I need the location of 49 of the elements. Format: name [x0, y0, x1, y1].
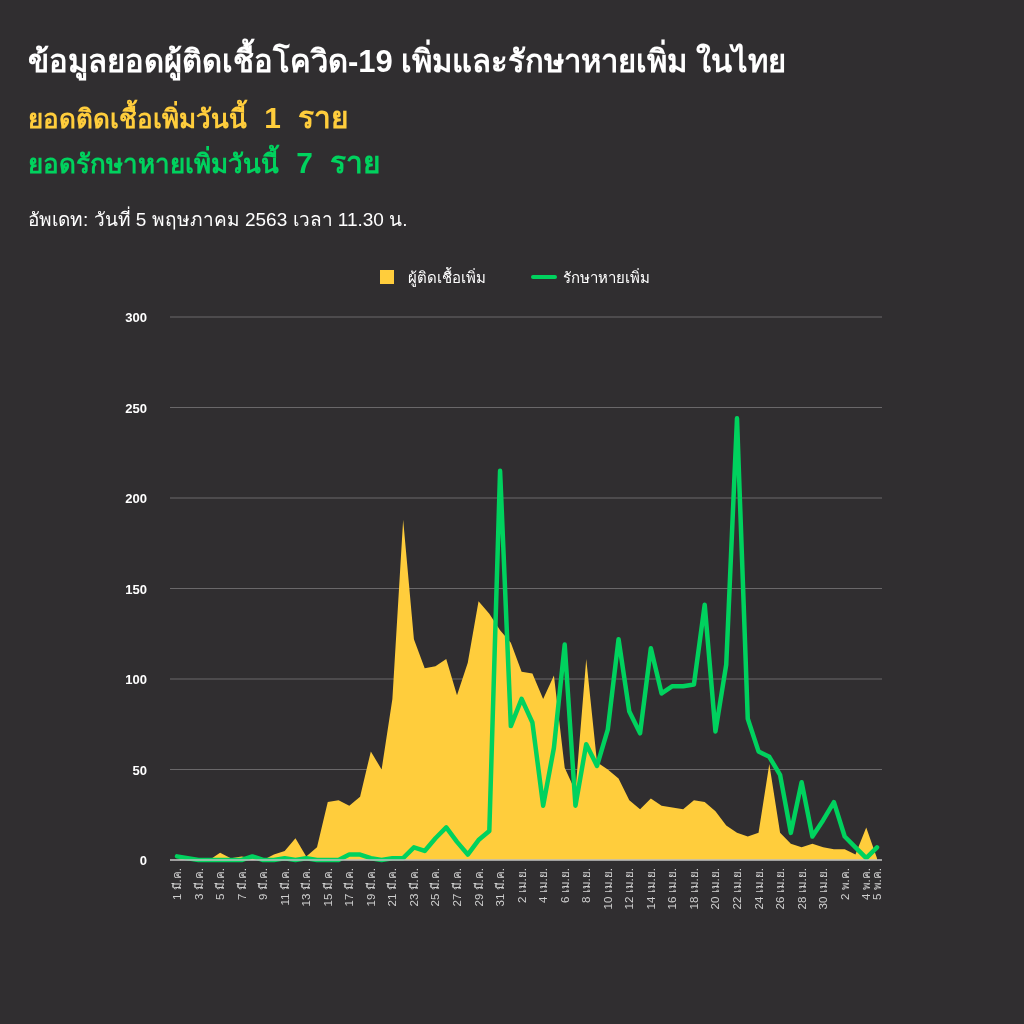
x-tick-label: 5 พ.ค. [871, 868, 883, 900]
x-tick-label: 7 มี.ค. [235, 868, 248, 900]
x-tick-label: 9 มี.ค. [257, 868, 270, 900]
x-tick-label: 6 เม.ย. [558, 868, 571, 903]
x-tick-label: 17 มี.ค. [343, 868, 356, 907]
x-tick-label: 22 เม.ย. [731, 868, 743, 910]
y-tick-label: 200 [125, 491, 147, 506]
x-tick-label: 28 เม.ย. [795, 868, 808, 910]
y-tick-label: 100 [125, 672, 147, 687]
x-tick-label: 21 มี.ค. [386, 868, 399, 907]
text: ยอดรักษาหายเพิ่มวันนี้ 7 ราย [28, 144, 382, 179]
legend-label: ผู้ติดเชื้อเพิ่ม [408, 267, 486, 287]
line-series [174, 416, 880, 863]
x-tick-label: 3 มี.ค. [192, 868, 205, 900]
x-tick-label: 18 เม.ย. [687, 868, 700, 910]
x-tick-label: 15 มี.ค. [321, 868, 334, 907]
chart-title: ข้อมูลยอดผู้ติดเชื้อโควิด-19 เพิ่มและรักษาหายเพิ่ม ในไทย [28, 38, 787, 81]
x-tick-label: 20 เม.ย. [709, 868, 722, 910]
chart-subtitle: อัพเดท: วันที่ 5 พฤษภาคม 2563 เวลา 11.30 น. [28, 206, 408, 230]
plot: 0 50 100 150 200 250 300 1 มี.ค. 3 มี.ค. 5 มี.ค. 7 มี.ค. 9 มี.ค. 11 มี.ค. 13 มี.ค. 15 มี.ค. 17 มี.ค. 19 มี.ค. 21 มี.ค. 23 มี.ค. 25 มี.ค. 27 มี.ค. 29 มี.ค. 31 มี.ค. 2 เม.ย. 4 เม.ย. 6 เม.ย. 8 เม.ย. 10 เม.ย. 12 เม.ย. 14 เม.ย. 16 เม.ย. 18 เม.ย. 20 เม.ย. 22 เม.ย. 24 เม.ย. 26 เม.ย. 28 เม.ย. 30 เม.ย. 2 พ.ค. 4 พ.ค. 5 พ.ค. [125, 310, 883, 910]
x-tick-label: 19 มี.ค. [364, 868, 377, 907]
x-tick-label: 1 มี.ค. [171, 868, 183, 900]
x-tick-label: 26 เม.ย. [774, 868, 787, 910]
x-tick-label: 11 มี.ค. [278, 868, 291, 906]
x-tick-label: 8 เม.ย. [580, 868, 593, 903]
x-tick-label: 16 เม.ย. [666, 868, 679, 910]
x-tick-label: 10 เม.ย. [601, 868, 614, 910]
x-tick-label: 23 มี.ค. [407, 868, 420, 907]
x-tick-label: 31 มี.ค. [494, 868, 507, 907]
x-tick-label: 4 พ.ค. [860, 868, 873, 900]
y-tick-label: 150 [125, 581, 147, 597]
x-tick-label: 13 มี.ค. [300, 868, 313, 907]
x-tick-label: 2 พ.ค. [838, 868, 851, 900]
x-tick-label: 29 มี.ค. [472, 868, 485, 907]
x-tick-label: 24 เม.ย. [752, 868, 765, 910]
x-tick-label: 5 มี.ค. [214, 868, 227, 900]
y-tick-label: 250 [125, 400, 147, 416]
text: ยอดติดเชื้อเพิ่มวันนี้ 1 ราย [28, 99, 350, 134]
x-tick-label: 25 มี.ค. [429, 868, 442, 907]
x-tick-label: 27 มี.ค. [451, 868, 463, 907]
y-tick-label: 0 [139, 853, 147, 868]
legend-label: รักษาหายเพิ่ม [563, 267, 650, 286]
y-tick-label: 300 [125, 310, 147, 325]
x-tick-label: 4 เม.ย. [537, 868, 550, 903]
x-tick-label: 14 เม.ย. [644, 868, 657, 910]
x-tick-label: 2 เม.ย. [515, 868, 528, 903]
y-tick-label: 50 [132, 762, 147, 778]
x-tick-label: 12 เม.ย. [623, 868, 636, 910]
x-tick-label: 30 เม.ย. [817, 868, 830, 910]
